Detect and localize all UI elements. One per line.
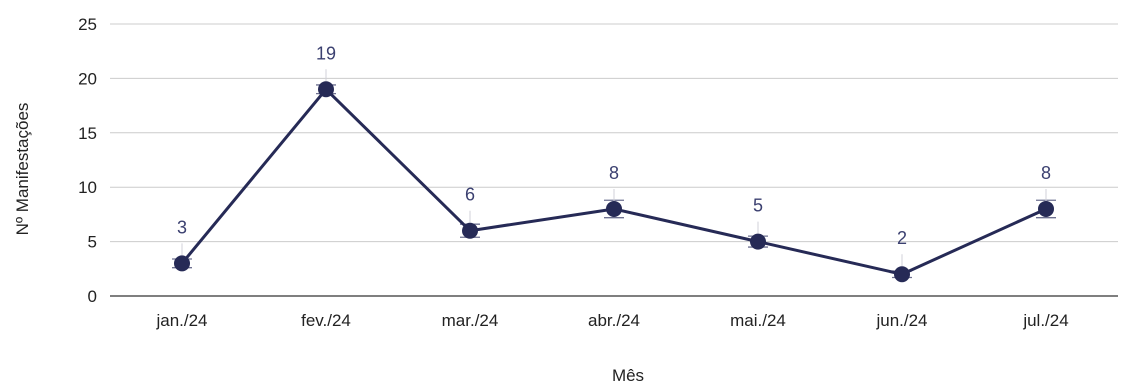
data-point — [1038, 200, 1054, 217]
data-point — [894, 266, 910, 283]
y-tick-label: 5 — [88, 233, 97, 252]
data-point — [462, 222, 478, 239]
data-point — [606, 200, 622, 217]
grid-layer — [110, 23, 1118, 243]
data-point — [750, 233, 766, 250]
data-label: 19 — [316, 43, 336, 63]
data-label: 6 — [465, 185, 475, 205]
x-axis-title: Mês — [612, 366, 644, 382]
data-points — [174, 81, 1054, 283]
x-tick-label: mai./24 — [730, 311, 786, 330]
y-tick-label: 20 — [78, 69, 97, 88]
x-tick-label: jan./24 — [155, 311, 207, 330]
x-tick-label: jun./24 — [875, 311, 927, 330]
data-label: 5 — [753, 196, 763, 216]
y-tick-label: 25 — [78, 15, 97, 34]
x-tick-label: fev./24 — [301, 311, 351, 330]
x-tick-label: abr./24 — [588, 311, 640, 330]
x-tick-label: jul./24 — [1022, 311, 1068, 330]
data-label: 2 — [897, 228, 907, 248]
x-tick-labels: jan./24 fev./24 mar./24 abr./24 mai./24 jun./… — [155, 311, 1068, 330]
y-tick-label: 0 — [88, 287, 97, 306]
y-axis-title: Nº Manifestações — [13, 103, 32, 236]
y-tick-label: 15 — [78, 124, 97, 143]
x-tick-label: mar./24 — [442, 311, 499, 330]
data-point — [174, 255, 190, 272]
data-point — [318, 81, 334, 98]
data-label: 3 — [177, 217, 187, 237]
data-labels: 3 19 6 8 5 2 8 — [177, 43, 1051, 248]
y-tick-labels: 0 5 10 15 20 25 — [78, 15, 97, 306]
y-tick-label: 10 — [78, 178, 97, 197]
data-label: 8 — [1041, 163, 1051, 183]
data-label: 8 — [609, 163, 619, 183]
